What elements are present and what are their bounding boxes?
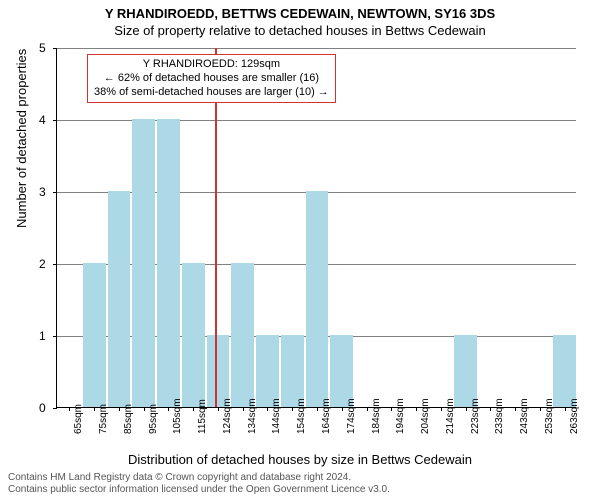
x-tick-label: 75sqm xyxy=(98,404,109,434)
bar xyxy=(256,335,279,407)
bar xyxy=(182,263,205,407)
bar xyxy=(330,335,353,407)
x-tick-mark xyxy=(243,407,244,411)
x-tick-mark xyxy=(317,407,318,411)
chart-title-main: Y RHANDIROEDD, BETTWS CEDEWAIN, NEWTOWN,… xyxy=(0,0,600,21)
x-tick-mark xyxy=(540,407,541,411)
footer-line-2: Contains public sector information licen… xyxy=(8,484,390,496)
annotation-line-2: ← 62% of detached houses are smaller (16… xyxy=(94,72,329,86)
plot-area: 01234565sqm75sqm85sqm95sqm105sqm115sqm12… xyxy=(56,48,576,408)
x-tick-label: 223sqm xyxy=(470,398,481,434)
y-axis-label: Number of detached properties xyxy=(14,49,29,228)
bar xyxy=(231,263,254,407)
y-tick-mark xyxy=(53,120,57,121)
x-tick-label: 204sqm xyxy=(420,398,431,434)
x-tick-mark xyxy=(565,407,566,411)
x-tick-label: 263sqm xyxy=(569,398,580,434)
x-tick-label: 85sqm xyxy=(123,404,134,434)
x-tick-mark xyxy=(168,407,169,411)
x-tick-mark xyxy=(416,407,417,411)
bar xyxy=(83,263,106,407)
y-tick-label: 0 xyxy=(39,401,46,415)
x-tick-mark xyxy=(69,407,70,411)
footer-text: Contains HM Land Registry data © Crown c… xyxy=(8,472,390,496)
x-tick-mark xyxy=(267,407,268,411)
x-tick-mark xyxy=(490,407,491,411)
x-tick-label: 184sqm xyxy=(371,398,382,434)
chart-title-sub: Size of property relative to detached ho… xyxy=(0,21,600,38)
annotation-line-1: Y RHANDIROEDD: 129sqm xyxy=(94,58,329,72)
bar xyxy=(157,119,180,407)
x-tick-mark xyxy=(218,407,219,411)
annotation-box: Y RHANDIROEDD: 129sqm ← 62% of detached … xyxy=(87,54,336,103)
y-tick-label: 4 xyxy=(39,113,46,127)
y-tick-label: 3 xyxy=(39,185,46,199)
annotation-line-3: 38% of semi-detached houses are larger (… xyxy=(94,86,329,100)
x-tick-mark xyxy=(441,407,442,411)
x-tick-label: 243sqm xyxy=(519,398,530,434)
x-tick-label: 233sqm xyxy=(494,398,505,434)
x-tick-label: 65sqm xyxy=(73,404,84,434)
x-tick-label: 194sqm xyxy=(395,398,406,434)
x-tick-mark xyxy=(193,407,194,411)
y-tick-mark xyxy=(53,192,57,193)
bar xyxy=(306,191,329,407)
x-tick-mark xyxy=(119,407,120,411)
y-tick-mark xyxy=(53,336,57,337)
x-tick-mark xyxy=(292,407,293,411)
y-tick-label: 1 xyxy=(39,329,46,343)
bar xyxy=(454,335,477,407)
x-tick-mark xyxy=(515,407,516,411)
gridline xyxy=(57,48,576,49)
x-tick-label: 95sqm xyxy=(148,404,159,434)
x-tick-mark xyxy=(94,407,95,411)
y-tick-label: 5 xyxy=(39,41,46,55)
bar xyxy=(132,119,155,407)
x-tick-mark xyxy=(391,407,392,411)
bar xyxy=(281,335,304,407)
x-tick-mark xyxy=(466,407,467,411)
bar xyxy=(108,191,131,407)
bar xyxy=(553,335,576,407)
y-tick-mark xyxy=(53,408,57,409)
x-axis-label: Distribution of detached houses by size … xyxy=(0,452,600,467)
x-tick-mark xyxy=(342,407,343,411)
y-tick-mark xyxy=(53,48,57,49)
y-tick-mark xyxy=(53,264,57,265)
x-tick-mark xyxy=(144,407,145,411)
footer-line-1: Contains HM Land Registry data © Crown c… xyxy=(8,472,390,484)
bar xyxy=(207,335,230,407)
x-tick-mark xyxy=(367,407,368,411)
x-tick-label: 174sqm xyxy=(346,398,357,434)
y-tick-label: 2 xyxy=(39,257,46,271)
